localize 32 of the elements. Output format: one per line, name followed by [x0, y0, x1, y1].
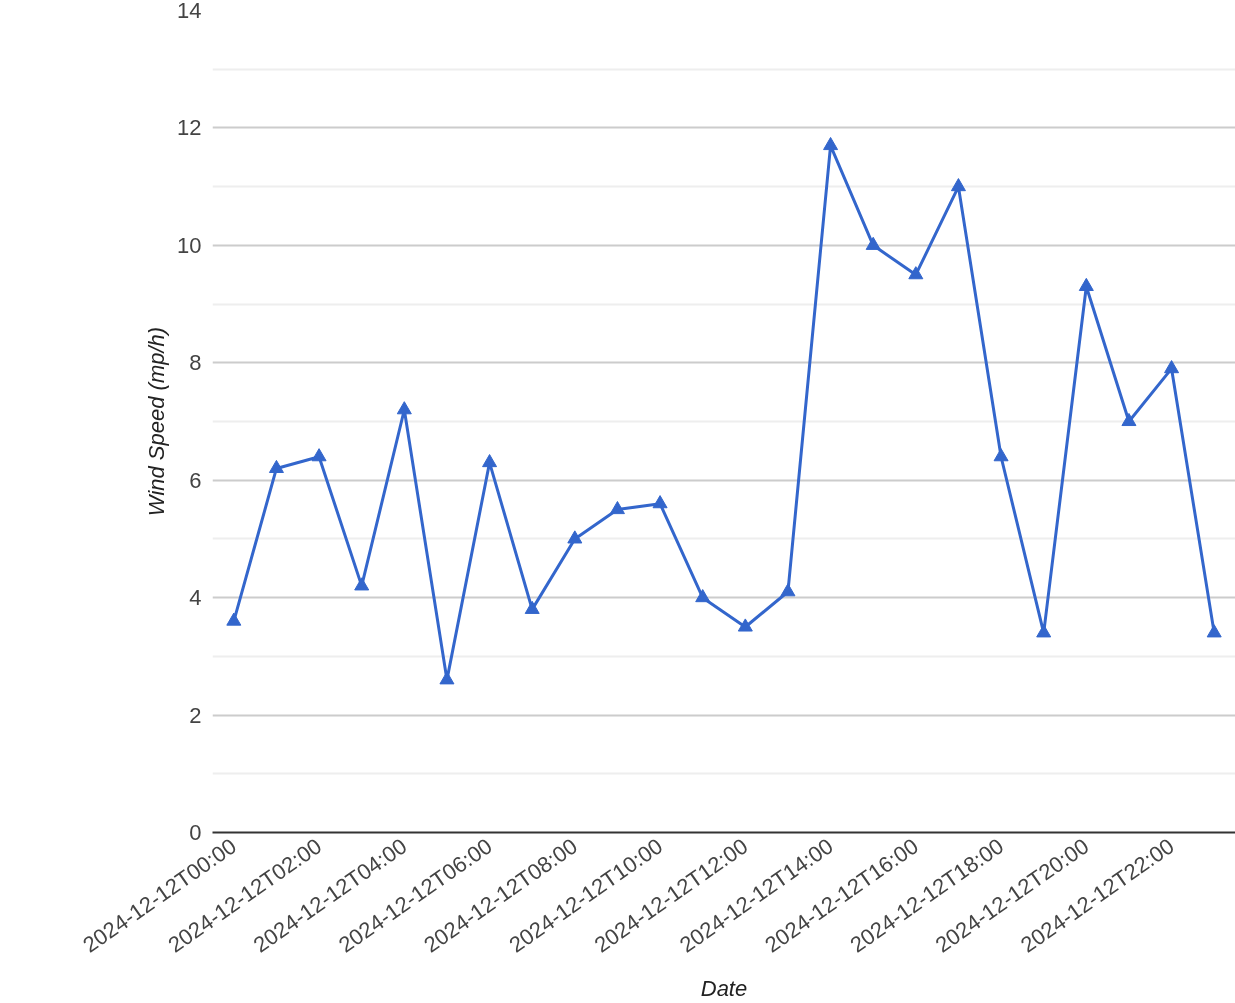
point [993, 448, 1009, 462]
point [311, 448, 327, 462]
point [396, 401, 412, 415]
point [950, 178, 966, 192]
point [652, 495, 668, 509]
y-tick-label: 2 [189, 702, 202, 728]
point [1206, 624, 1222, 638]
point [908, 266, 924, 280]
point [865, 236, 881, 250]
point [482, 454, 498, 468]
point [354, 577, 370, 591]
y-axis-title: Wind Speed (mp/h) [144, 326, 170, 517]
point [226, 612, 242, 626]
point [567, 530, 583, 544]
point [780, 583, 796, 597]
point [524, 600, 540, 614]
x-axis-title: Date [700, 975, 748, 1001]
point [609, 500, 625, 515]
y-tick-label: 14 [177, 0, 202, 23]
point [695, 589, 711, 603]
y-tick-label: 6 [189, 467, 202, 493]
point [823, 136, 839, 151]
point [1078, 277, 1094, 291]
y-tick-label: 4 [189, 585, 202, 611]
point [1164, 360, 1180, 374]
y-tick-label: 12 [177, 115, 202, 141]
y-tick-label: 0 [189, 820, 202, 845]
point [268, 459, 284, 474]
y-tick-label: 8 [189, 350, 202, 376]
y-tick-label: 10 [177, 232, 202, 258]
point [1121, 412, 1137, 427]
point [737, 618, 753, 632]
